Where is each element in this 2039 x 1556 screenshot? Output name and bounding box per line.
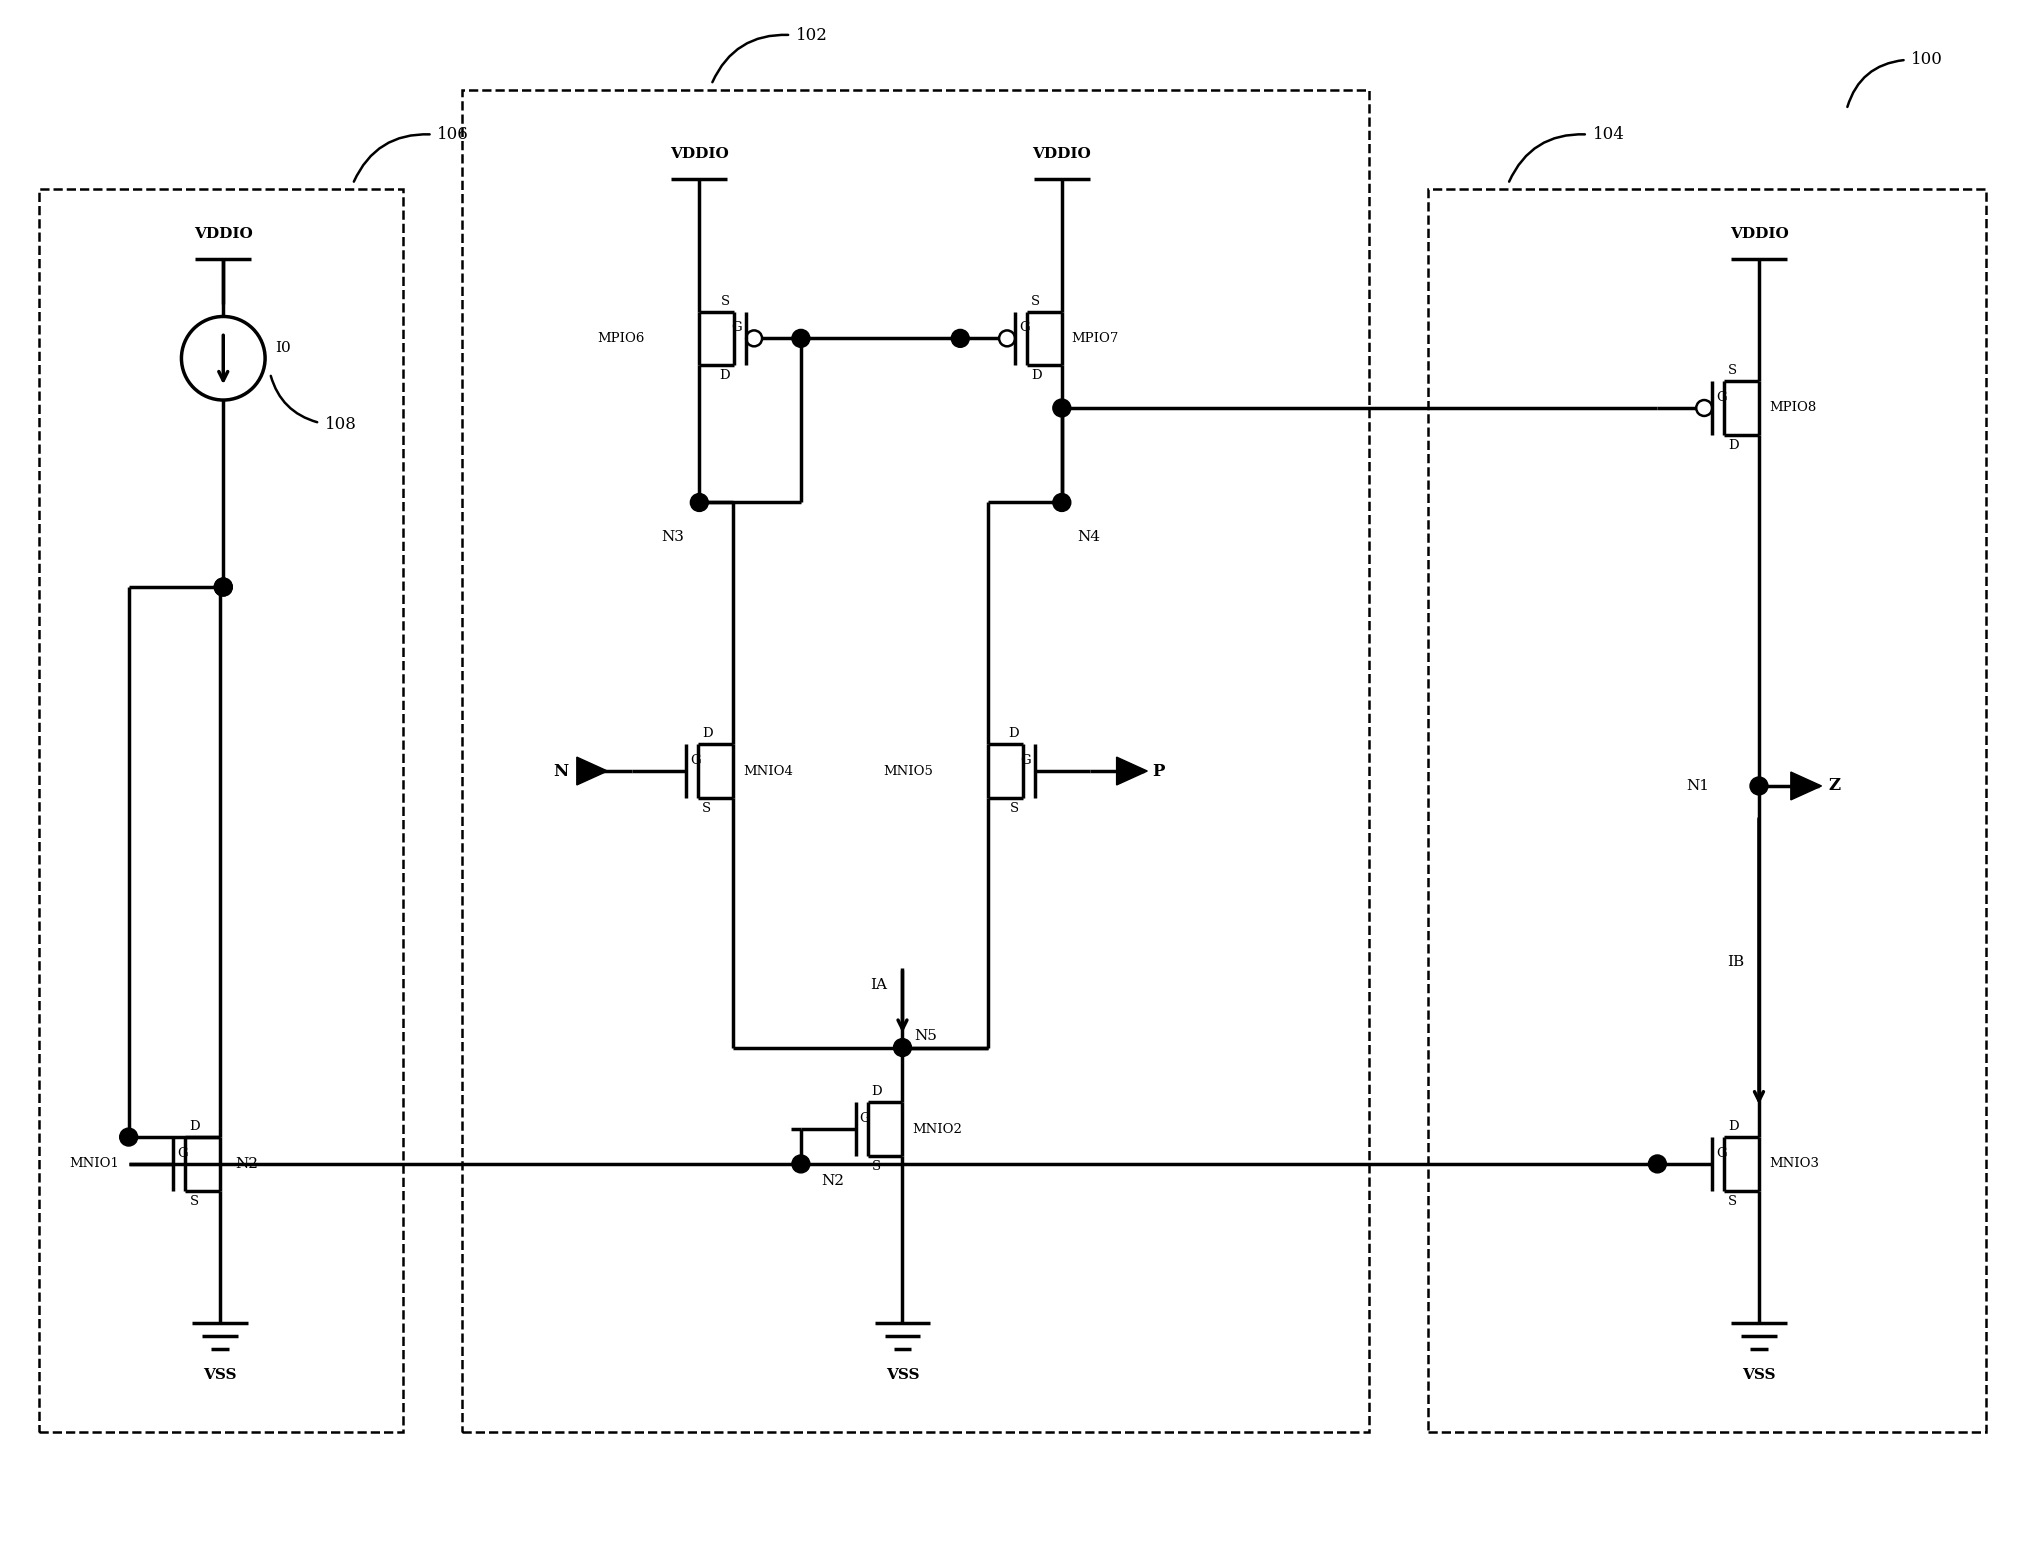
Text: MNIO2: MNIO2 bbox=[911, 1122, 962, 1136]
Text: IA: IA bbox=[871, 977, 887, 991]
Text: G: G bbox=[1715, 391, 1725, 405]
Circle shape bbox=[1749, 776, 1768, 795]
Text: D: D bbox=[701, 727, 712, 741]
Text: VDDIO: VDDIO bbox=[194, 227, 253, 241]
Circle shape bbox=[791, 330, 809, 347]
Text: D: D bbox=[1030, 369, 1042, 383]
Text: N2: N2 bbox=[820, 1173, 844, 1187]
Circle shape bbox=[689, 493, 708, 512]
Text: MNIO5: MNIO5 bbox=[883, 764, 934, 778]
Text: G: G bbox=[858, 1113, 871, 1125]
Text: 108: 108 bbox=[324, 417, 357, 434]
Text: G: G bbox=[689, 755, 701, 767]
Text: D: D bbox=[1727, 439, 1737, 451]
Text: Z: Z bbox=[1827, 778, 1839, 795]
Circle shape bbox=[1648, 1155, 1666, 1173]
Text: D: D bbox=[1007, 727, 1020, 741]
Text: D: D bbox=[720, 369, 730, 383]
Text: I0: I0 bbox=[275, 341, 292, 355]
Text: S: S bbox=[1009, 801, 1020, 815]
Text: P: P bbox=[1152, 762, 1164, 780]
Polygon shape bbox=[577, 758, 608, 784]
Text: G: G bbox=[1020, 322, 1030, 335]
Text: N4: N4 bbox=[1077, 531, 1099, 545]
Text: N3: N3 bbox=[661, 531, 683, 545]
Text: G: G bbox=[1020, 755, 1030, 767]
Text: MNIO4: MNIO4 bbox=[742, 764, 793, 778]
Text: VSS: VSS bbox=[885, 1368, 920, 1382]
Text: N: N bbox=[553, 762, 569, 780]
Text: G: G bbox=[732, 322, 742, 335]
Text: N1: N1 bbox=[1686, 780, 1709, 794]
Text: D: D bbox=[190, 1120, 200, 1133]
Text: VDDIO: VDDIO bbox=[1032, 148, 1091, 162]
Text: MNIO1: MNIO1 bbox=[69, 1158, 118, 1170]
Polygon shape bbox=[1115, 758, 1146, 784]
Text: VDDIO: VDDIO bbox=[669, 148, 728, 162]
Circle shape bbox=[214, 579, 232, 596]
Polygon shape bbox=[1790, 772, 1821, 800]
Text: S: S bbox=[1727, 1195, 1737, 1207]
Circle shape bbox=[1052, 398, 1070, 417]
Text: MPIO8: MPIO8 bbox=[1768, 401, 1815, 414]
Text: 102: 102 bbox=[795, 26, 828, 44]
Text: N5: N5 bbox=[913, 1029, 936, 1043]
Text: 104: 104 bbox=[1592, 126, 1623, 143]
Circle shape bbox=[791, 1155, 809, 1173]
Text: S: S bbox=[871, 1159, 881, 1173]
Text: G: G bbox=[1715, 1147, 1725, 1159]
Circle shape bbox=[893, 1038, 911, 1057]
Text: S: S bbox=[1030, 294, 1040, 308]
Text: S: S bbox=[1727, 364, 1737, 377]
Text: IB: IB bbox=[1727, 954, 1743, 968]
Text: D: D bbox=[1727, 1120, 1737, 1133]
Text: MNIO3: MNIO3 bbox=[1768, 1158, 1819, 1170]
Text: VDDIO: VDDIO bbox=[1729, 227, 1788, 241]
Text: G: G bbox=[177, 1147, 188, 1159]
Text: S: S bbox=[701, 801, 712, 815]
Circle shape bbox=[1052, 493, 1070, 512]
Circle shape bbox=[120, 1128, 137, 1147]
Text: 106: 106 bbox=[436, 126, 469, 143]
Circle shape bbox=[214, 579, 232, 596]
Text: D: D bbox=[871, 1085, 881, 1099]
Text: VSS: VSS bbox=[204, 1368, 237, 1382]
Text: S: S bbox=[190, 1195, 198, 1207]
Text: MPIO6: MPIO6 bbox=[597, 331, 644, 345]
Text: S: S bbox=[720, 294, 730, 308]
Text: N2: N2 bbox=[234, 1158, 259, 1172]
Text: MPIO7: MPIO7 bbox=[1070, 331, 1119, 345]
Circle shape bbox=[950, 330, 969, 347]
Text: 100: 100 bbox=[1911, 51, 1943, 68]
Text: VSS: VSS bbox=[1741, 1368, 1774, 1382]
